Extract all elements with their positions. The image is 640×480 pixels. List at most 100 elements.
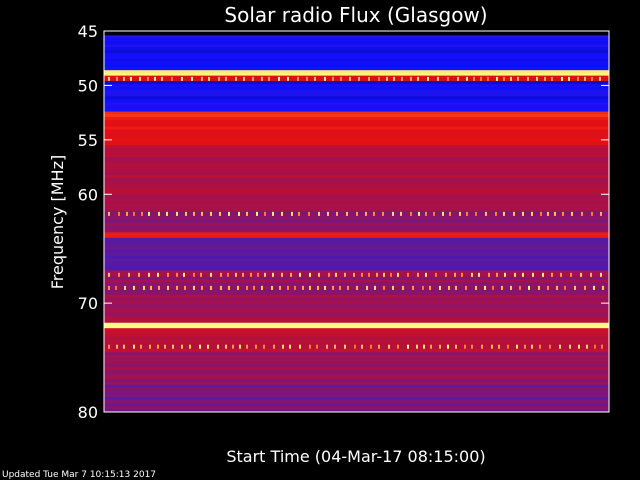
band-row bbox=[104, 237, 609, 242]
interference-dot bbox=[531, 344, 533, 349]
interference-dot bbox=[466, 211, 468, 216]
band-row bbox=[104, 270, 609, 274]
band-row bbox=[104, 154, 609, 158]
band-row bbox=[104, 172, 609, 176]
interference-dot bbox=[157, 272, 159, 277]
spectral-band bbox=[104, 47, 609, 71]
interference-dot bbox=[473, 76, 475, 81]
interference-dot bbox=[200, 272, 202, 277]
interference-dot bbox=[290, 272, 292, 277]
interference-dot bbox=[148, 211, 150, 216]
interference-dot bbox=[218, 76, 220, 81]
interference-dot bbox=[344, 344, 346, 349]
interference-dot bbox=[532, 272, 534, 277]
band-row bbox=[104, 390, 609, 395]
interference-dot bbox=[491, 344, 493, 349]
band-row bbox=[104, 279, 609, 283]
band-row bbox=[104, 223, 609, 227]
interference-dot bbox=[268, 76, 270, 81]
interference-dot bbox=[176, 272, 178, 277]
band-row bbox=[104, 246, 609, 251]
interference-dot bbox=[261, 76, 263, 81]
interference-dot bbox=[324, 285, 326, 290]
interference-dot bbox=[400, 211, 402, 216]
updated-timestamp: Updated Tue Mar 7 10:15:13 2017 bbox=[2, 470, 156, 480]
interference-dot bbox=[201, 285, 203, 290]
band-row bbox=[104, 105, 609, 109]
interference-dot bbox=[461, 272, 463, 277]
band-row bbox=[104, 129, 609, 134]
interference-dot bbox=[423, 344, 425, 349]
band-row bbox=[104, 226, 609, 230]
interference-dot bbox=[281, 211, 283, 216]
interference-dot bbox=[366, 285, 368, 290]
band-row bbox=[104, 307, 609, 311]
interference-dot bbox=[167, 272, 169, 277]
interference-dot bbox=[538, 285, 540, 290]
interference-dot bbox=[138, 272, 140, 277]
band-row bbox=[104, 378, 609, 383]
interference-dot bbox=[439, 285, 441, 290]
interference-dot bbox=[410, 76, 412, 81]
interference-dots bbox=[108, 76, 601, 81]
interference-dot bbox=[584, 76, 586, 81]
spectral-band bbox=[104, 117, 609, 146]
interference-dot bbox=[516, 344, 518, 349]
interference-dot bbox=[227, 272, 229, 277]
y-axis: 45 50 55 60 70 80 bbox=[78, 22, 609, 422]
interference-dot bbox=[481, 344, 483, 349]
interference-dot bbox=[531, 211, 533, 216]
band-row bbox=[104, 255, 609, 260]
interference-dot bbox=[281, 272, 283, 277]
interference-dot bbox=[239, 344, 241, 349]
band-row bbox=[104, 90, 609, 94]
interference-dot bbox=[580, 272, 582, 277]
interference-dot bbox=[503, 76, 505, 81]
plot-area bbox=[104, 31, 609, 413]
band-row bbox=[104, 267, 609, 271]
interference-dot bbox=[519, 285, 521, 290]
interference-dot bbox=[133, 285, 135, 290]
interference-dot bbox=[246, 211, 248, 216]
interference-dots bbox=[108, 211, 602, 216]
interference-dot bbox=[185, 211, 187, 216]
band-row bbox=[104, 108, 609, 112]
interference-dot bbox=[308, 211, 310, 216]
interference-dot bbox=[418, 211, 420, 216]
band-row bbox=[104, 142, 609, 146]
interference-dot bbox=[445, 272, 447, 277]
band-row bbox=[104, 375, 609, 380]
band-row bbox=[104, 282, 609, 286]
interference-dot bbox=[593, 285, 595, 290]
interference-dot bbox=[378, 76, 380, 81]
spectral-band bbox=[104, 232, 609, 239]
interference-dot bbox=[594, 344, 596, 349]
interference-dot bbox=[488, 272, 490, 277]
interference-dot bbox=[503, 211, 505, 216]
interference-dot bbox=[471, 272, 473, 277]
band-row bbox=[104, 316, 609, 321]
interference-dot bbox=[578, 344, 580, 349]
interference-dot bbox=[309, 285, 311, 290]
band-row bbox=[104, 243, 609, 248]
band-row bbox=[104, 273, 609, 277]
band-row bbox=[104, 252, 609, 257]
interference-dot bbox=[297, 76, 299, 81]
band-row bbox=[104, 186, 609, 191]
interference-dot bbox=[115, 285, 117, 290]
band-row bbox=[104, 381, 609, 386]
band-row bbox=[104, 44, 609, 48]
x-axis-label: Start Time (04-Mar-17 08:15:00) bbox=[226, 447, 485, 466]
band-row bbox=[104, 177, 609, 182]
interference-dot bbox=[464, 344, 466, 349]
band-row bbox=[104, 35, 609, 39]
interference-dot bbox=[157, 344, 159, 349]
interference-dot bbox=[243, 76, 245, 81]
band-row bbox=[104, 384, 609, 389]
band-row bbox=[104, 78, 609, 82]
band-row bbox=[104, 352, 609, 356]
interference-dot bbox=[353, 272, 355, 277]
interference-dot bbox=[130, 76, 132, 81]
interference-dot bbox=[116, 76, 118, 81]
